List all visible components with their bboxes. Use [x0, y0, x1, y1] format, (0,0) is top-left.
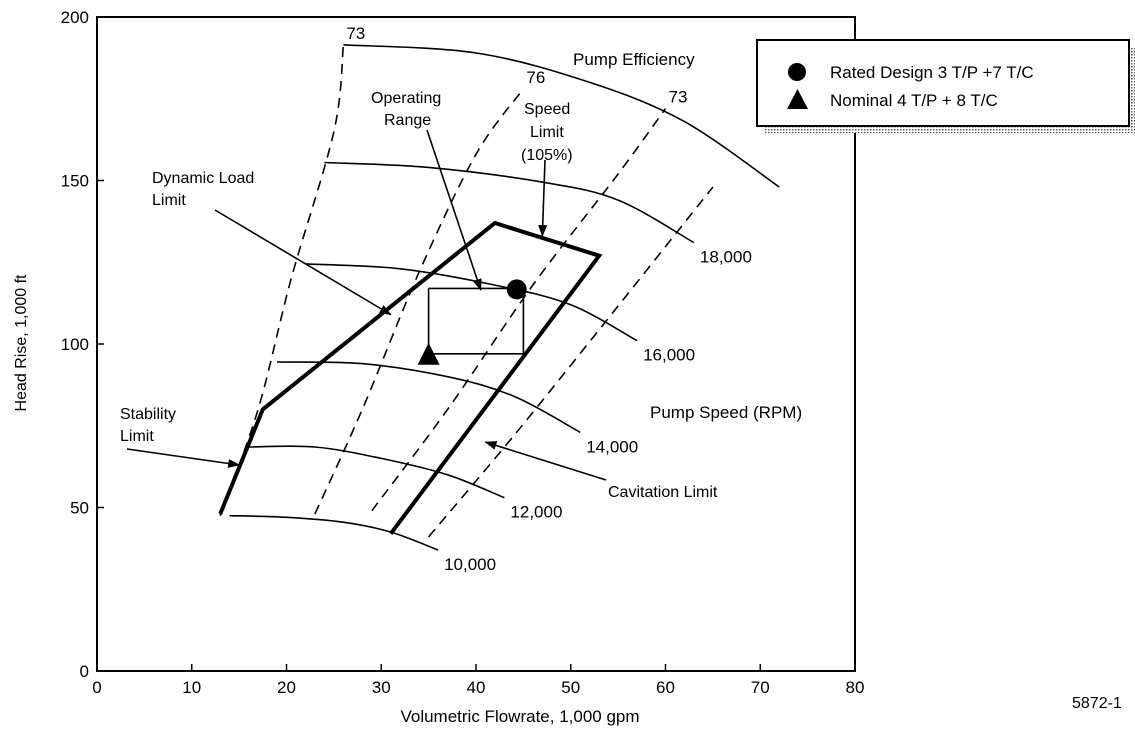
- efficiency-curve: [371, 108, 667, 512]
- x-tick-label: 0: [92, 678, 101, 697]
- x-tick-label: 30: [372, 678, 391, 697]
- speed-curve-label: 12,000: [510, 503, 562, 522]
- legend-box: [756, 39, 1130, 127]
- speed-curve: [248, 445, 505, 499]
- x-tick-label: 40: [467, 678, 486, 697]
- annotation-stability-limit: Stability Limit: [120, 406, 176, 445]
- annotation-text: Operating: [371, 90, 441, 107]
- plot-area: 10,000 12,000 14,000 16,000 18,000 73 76 73: [126, 24, 780, 574]
- x-tick-label: 70: [751, 678, 770, 697]
- legend-label: Nominal 4 T/P + 8 T/C: [830, 91, 998, 110]
- efficiency-boundary-arc: [343, 44, 780, 188]
- efficiency-curve-label: 73: [669, 88, 688, 107]
- annotation-arrow: [214, 209, 392, 316]
- figure-id: 5872-1: [1072, 695, 1122, 712]
- annotation-operating-range: Operating Range: [371, 90, 441, 129]
- efficiency-curve: [314, 88, 525, 515]
- legend: Rated Design 3 T/P +7 T/C Nominal 4 T/P …: [756, 39, 1135, 133]
- rated-design-point: [506, 279, 527, 300]
- y-tick-label: 200: [61, 8, 89, 27]
- efficiency-curve-label: 76: [526, 68, 545, 87]
- annotation-text: Dynamic Load: [152, 170, 254, 187]
- speed-curve: [324, 161, 695, 244]
- x-tick-label: 50: [561, 678, 580, 697]
- annotation-arrow: [484, 441, 607, 481]
- annotation-text: Stability: [120, 406, 176, 423]
- axis-ticks: 0 10 20 30 40 50 60 70 80 0 50 100 150 200: [61, 8, 865, 697]
- legend-circle-marker: [788, 63, 806, 81]
- y-tick-label: 100: [61, 335, 89, 354]
- legend-triangle-marker: [787, 89, 808, 109]
- annotation-text: Range: [384, 112, 431, 129]
- annotation-arrow: [538, 159, 548, 238]
- efficiency-curve-label: 73: [346, 24, 365, 43]
- x-tick-label: 60: [656, 678, 675, 697]
- annotation-speed-limit: Speed Limit (105%): [521, 101, 573, 164]
- efficiency-curve: [427, 186, 714, 538]
- speed-curve-label: 18,000: [700, 248, 752, 267]
- x-tick-label: 10: [182, 678, 201, 697]
- annotation-text: Speed: [524, 101, 570, 118]
- annotation-cavitation-limit: Cavitation Limit: [608, 484, 718, 501]
- x-tick-label: 20: [277, 678, 296, 697]
- y-axis-title: Head Rise, 1,000 ft: [13, 274, 30, 412]
- annotation-arrow: [426, 129, 482, 291]
- speed-curve: [305, 263, 638, 342]
- speed-curve-label: 16,000: [643, 346, 695, 365]
- legend-label: Rated Design 3 T/P +7 T/C: [830, 63, 1034, 82]
- annotation-text: Cavitation Limit: [608, 484, 718, 501]
- annotation-text: Limit: [530, 124, 564, 141]
- annotation-text: Limit: [120, 428, 154, 445]
- annotation-dynamic-load-limit: Dynamic Load Limit: [152, 170, 254, 209]
- efficiency-curve: [219, 44, 345, 516]
- y-tick-label: 150: [61, 172, 89, 191]
- speed-curve-label: 10,000: [444, 555, 496, 574]
- operating-envelope: [218, 220, 603, 535]
- annotation-text: (105%): [521, 147, 573, 164]
- operating-range-box: [427, 287, 525, 355]
- y-tick-label: 50: [70, 499, 89, 518]
- nominal-design-point: [417, 342, 440, 365]
- speed-curve: [276, 361, 581, 434]
- speed-curves-title: Pump Speed (RPM): [650, 403, 802, 422]
- x-axis-title: Volumetric Flowrate, 1,000 gpm: [400, 707, 639, 726]
- efficiency-title: Pump Efficiency: [573, 50, 695, 69]
- y-tick-label: 0: [80, 662, 89, 681]
- x-tick-label: 80: [846, 678, 865, 697]
- annotation-arrow: [126, 448, 241, 468]
- speed-curve-label: 14,000: [586, 437, 638, 456]
- annotation-text: Limit: [152, 192, 186, 209]
- speed-curve: [229, 514, 439, 551]
